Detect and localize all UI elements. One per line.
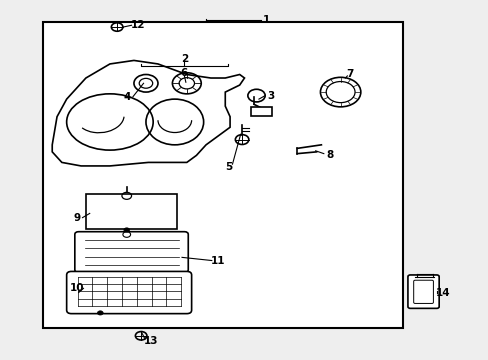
FancyBboxPatch shape [75, 232, 188, 273]
FancyBboxPatch shape [42, 22, 402, 328]
Circle shape [123, 228, 129, 232]
FancyBboxPatch shape [250, 107, 271, 116]
Text: 6: 6 [181, 68, 188, 78]
Text: 7: 7 [346, 69, 353, 79]
Text: 8: 8 [326, 150, 333, 160]
Text: 4: 4 [123, 93, 130, 102]
FancyBboxPatch shape [66, 271, 191, 314]
Text: 10: 10 [70, 283, 84, 293]
Text: 14: 14 [435, 288, 449, 298]
Text: 9: 9 [74, 213, 81, 222]
FancyBboxPatch shape [413, 280, 432, 303]
FancyBboxPatch shape [407, 275, 438, 309]
Text: 1: 1 [262, 15, 269, 25]
Text: 13: 13 [143, 336, 158, 346]
Circle shape [97, 311, 103, 315]
FancyBboxPatch shape [86, 194, 177, 229]
Text: 5: 5 [225, 162, 232, 172]
Text: 11: 11 [210, 256, 225, 266]
Text: 2: 2 [181, 54, 188, 64]
Text: 3: 3 [267, 91, 274, 100]
Text: 12: 12 [130, 19, 145, 30]
